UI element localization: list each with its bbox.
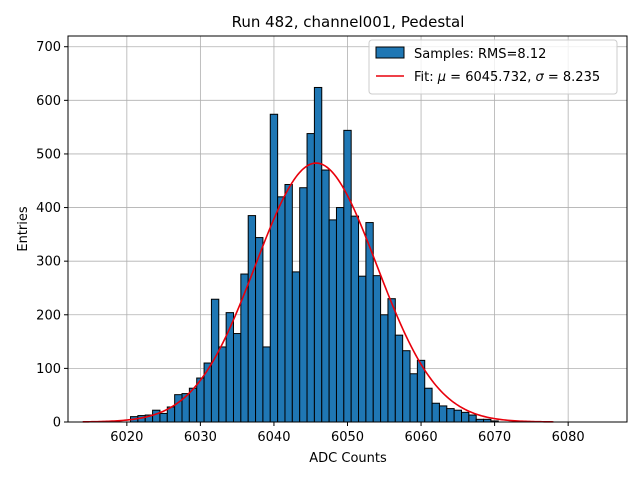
histogram-bar (218, 346, 227, 423)
legend-fit-prefix: Fit: (414, 70, 438, 85)
histogram-bar (188, 387, 198, 423)
y-tick-label: 100 (36, 362, 61, 377)
histogram-bar (402, 350, 411, 423)
histogram-bar (159, 412, 168, 423)
legend-box (368, 39, 618, 95)
histogram-bar (431, 402, 440, 423)
histogram-bar (372, 275, 382, 423)
histogram-bar (358, 275, 367, 423)
histogram-bar (461, 411, 470, 423)
legend-samples-label: Samples: RMS=8.12 (414, 47, 546, 62)
x-tick-label: 6020 (110, 430, 143, 445)
histogram-bar (380, 314, 389, 423)
histogram-bar (203, 362, 212, 423)
histogram-bar (387, 298, 396, 423)
histogram-bar (299, 187, 308, 423)
histogram-bar (284, 184, 293, 423)
y-axis-label: Entries (16, 206, 31, 252)
histogram-bar (394, 334, 404, 423)
x-tick-label: 6070 (478, 430, 511, 445)
legend-fit-sigma-symbol: σ (536, 70, 545, 85)
y-tick-label: 700 (36, 40, 61, 55)
y-tick-label: 500 (36, 147, 61, 162)
histogram-bar (255, 237, 264, 423)
histogram-bar (328, 219, 337, 423)
legend-fit-label: Fit: μ = 6045.732, σ = 8.235 (414, 70, 600, 85)
fit-curve-group (82, 162, 554, 423)
chart-title: Run 482, channel001, Pedestal (232, 13, 465, 31)
histogram-bar (262, 346, 271, 423)
legend-fit-sigma-value: = 8.235 (544, 70, 600, 85)
histogram-bar (291, 271, 301, 423)
x-tick-label: 6030 (184, 430, 217, 445)
histogram-bar (350, 215, 360, 423)
x-tick-label: 6040 (257, 430, 290, 445)
y-tick-label: 300 (36, 255, 61, 270)
y-tick-label: 0 (53, 416, 61, 431)
legend: Samples: RMS=8.12 Fit: μ = 6045.732, σ =… (368, 39, 618, 95)
y-tick-label: 400 (36, 201, 61, 216)
histogram-bar (343, 129, 352, 423)
histogram-bar (446, 408, 455, 423)
legend-fit-mu-value: = 6045.732, (446, 70, 535, 85)
y-axis-ticks: 0 100 200 300 400 500 600 700 (36, 40, 68, 431)
x-tick-label: 6050 (331, 430, 364, 445)
histogram-bar (409, 373, 418, 423)
histogram-bar (453, 409, 463, 423)
x-tick-label: 6080 (552, 430, 585, 445)
fit-curve (82, 162, 554, 423)
histogram-bar (424, 387, 433, 423)
histogram-bar (240, 273, 249, 423)
histogram-bar (247, 215, 257, 423)
y-tick-label: 600 (36, 94, 61, 109)
histogram-bar (306, 133, 315, 423)
y-tick-label: 200 (36, 308, 61, 323)
histogram-bar (468, 414, 477, 423)
histogram-bar (232, 333, 242, 423)
histogram-bar (152, 409, 161, 423)
histogram-bar (277, 196, 286, 423)
histogram-bar (335, 207, 345, 423)
x-tick-label: 6060 (405, 430, 438, 445)
legend-fit-mu-symbol: μ (437, 70, 446, 85)
histogram-bar (438, 405, 448, 423)
x-axis-label: ADC Counts (309, 451, 387, 466)
histogram-bar (269, 113, 279, 423)
histogram-bar (321, 169, 330, 423)
histogram-bar (174, 394, 183, 423)
x-axis-ticks: 6020 6030 6040 6050 6060 6070 6080 (110, 422, 585, 445)
legend-samples-swatch (375, 46, 405, 59)
histogram-bar (313, 86, 323, 423)
